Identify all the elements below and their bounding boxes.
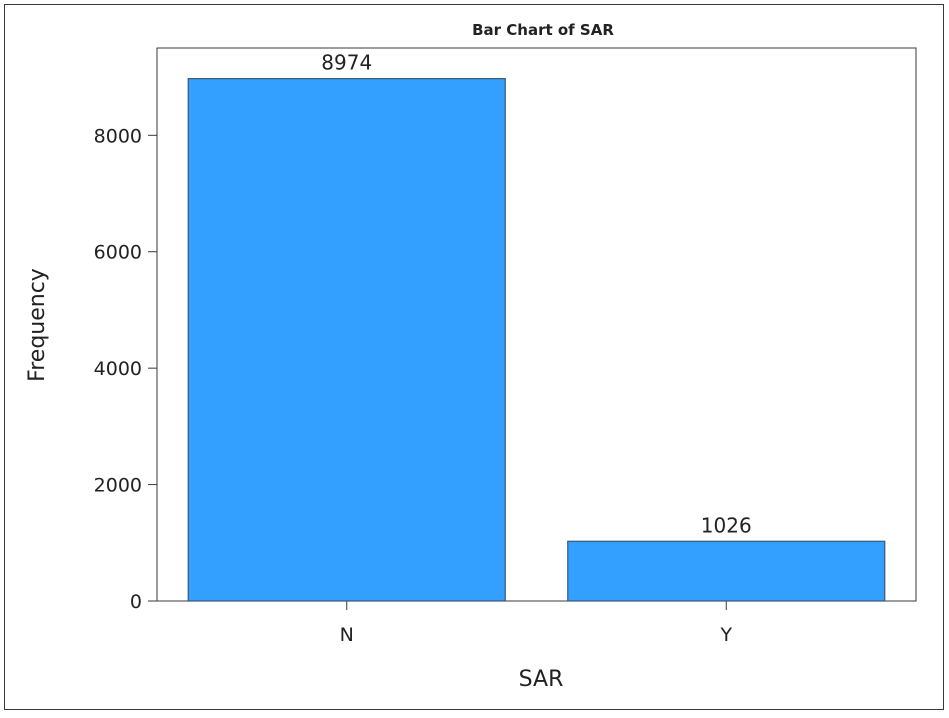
data-labels: 8974 1026	[321, 51, 751, 538]
chart-title: Bar Chart of SAR	[472, 21, 614, 39]
y-tick-label: 4000	[94, 358, 142, 380]
y-axis: 0 2000 4000 6000 8000	[94, 125, 157, 613]
y-tick-label: 2000	[94, 475, 142, 497]
bar-y	[567, 540, 886, 602]
y-tick-label: 0	[130, 591, 142, 613]
plot-area	[156, 47, 917, 602]
data-label: 1026	[701, 513, 752, 537]
x-tick-label: Y	[719, 624, 732, 646]
bars	[187, 78, 886, 602]
y-tick-label: 8000	[94, 125, 142, 147]
bar-n	[187, 78, 506, 602]
x-axis-title: SAR	[519, 667, 564, 692]
y-axis-title: Frequency	[25, 268, 50, 382]
data-label: 8974	[321, 51, 372, 75]
x-tick-label: N	[340, 624, 354, 646]
y-tick-label: 6000	[94, 242, 142, 264]
